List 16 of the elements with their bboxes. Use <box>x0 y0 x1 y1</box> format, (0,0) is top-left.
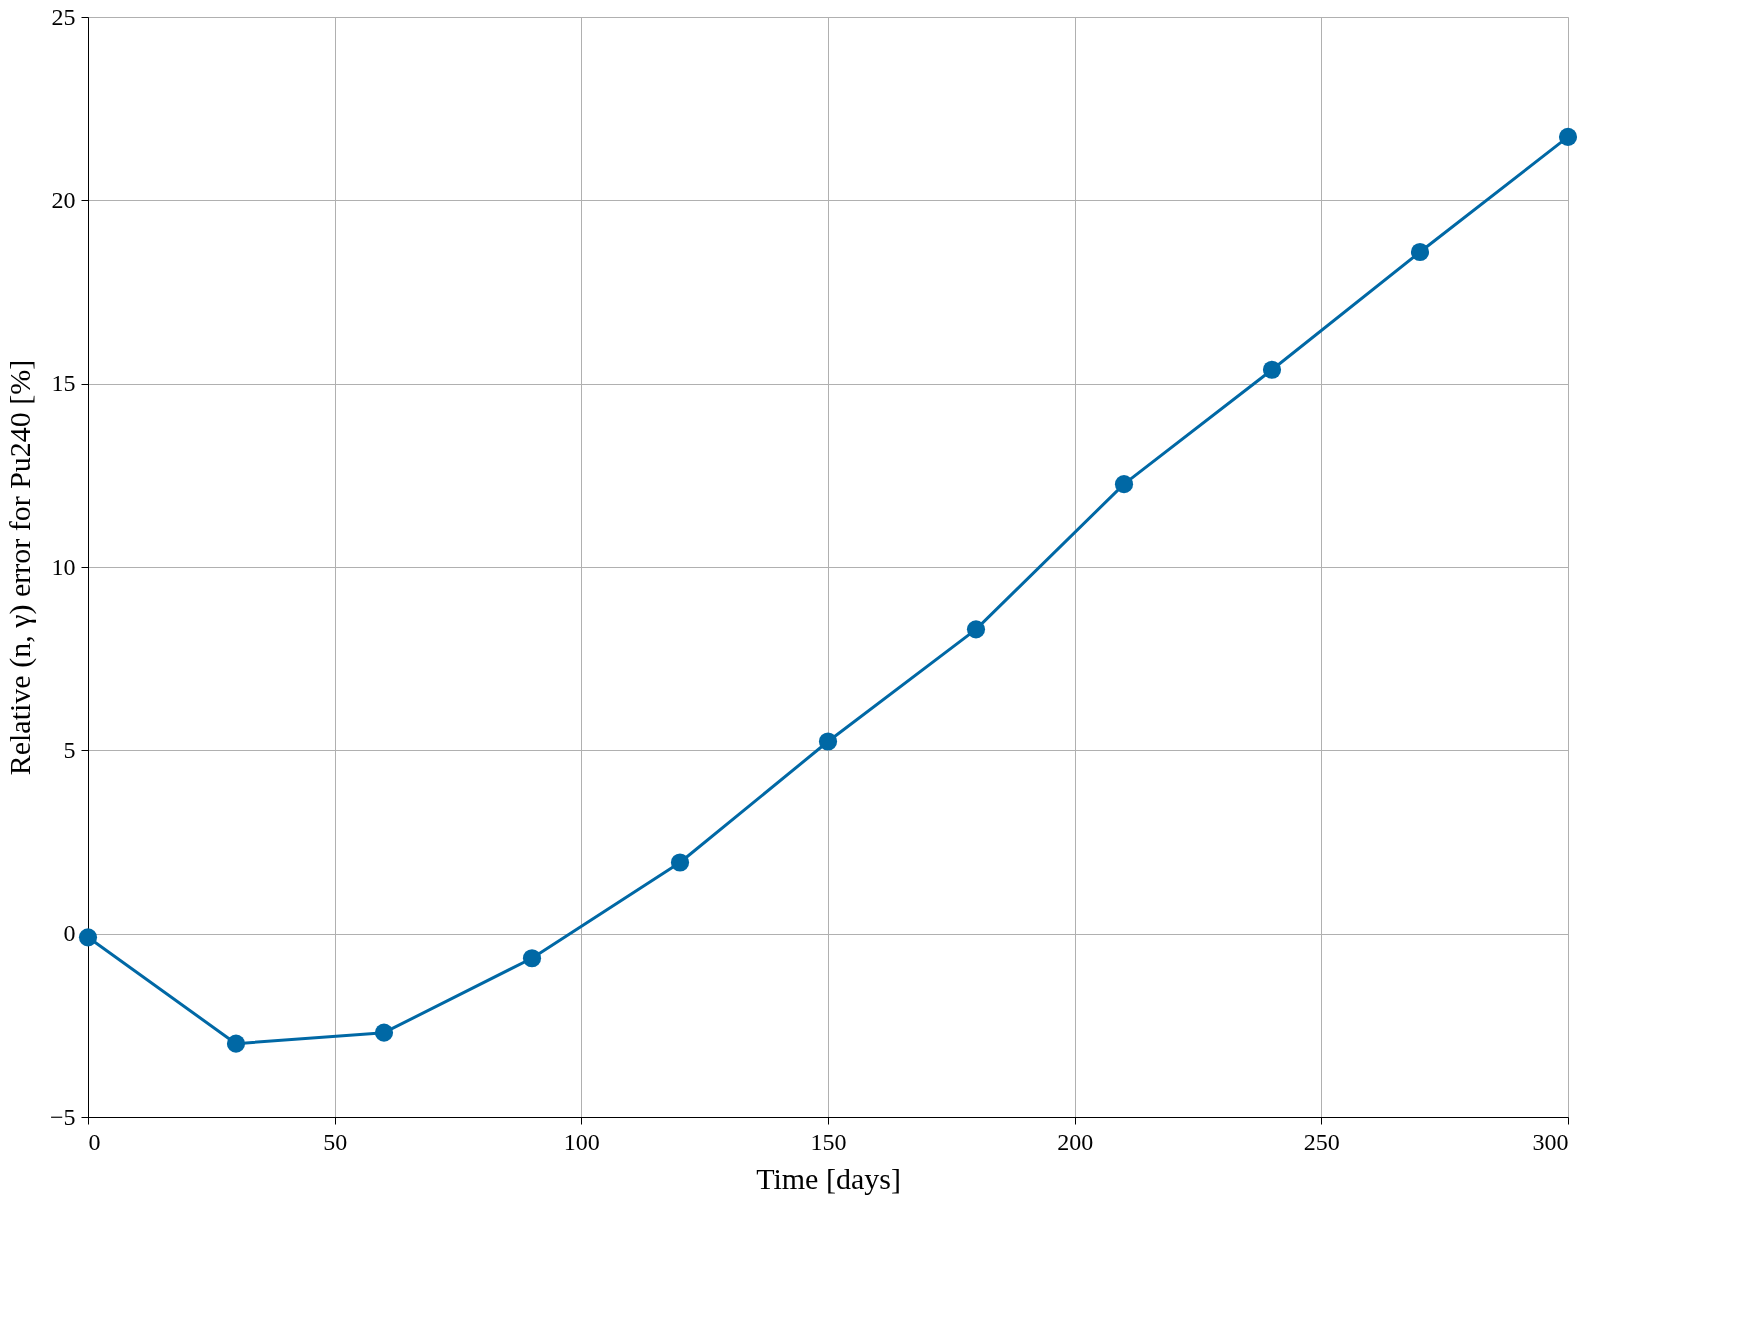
x-tick-label: 200 <box>1057 1128 1094 1155</box>
x-tick-label: 50 <box>323 1128 348 1155</box>
x-tick-label: 250 <box>1303 1128 1340 1155</box>
x-tick-label: 150 <box>810 1128 847 1155</box>
y-axis-title: Relative (n, γ) error for Pu240 [%] <box>2 359 37 776</box>
x-tick-label: 0 <box>88 1128 101 1155</box>
y-tick-label: −5 <box>49 1103 76 1130</box>
y-tick-label: 20 <box>51 186 76 213</box>
x-tick-label: 100 <box>563 1128 600 1155</box>
y-tick-label: 5 <box>63 736 76 763</box>
y-tick-label: 0 <box>63 920 76 947</box>
y-tick-label: 10 <box>51 553 76 580</box>
y-tick-label: 15 <box>51 370 76 397</box>
x-axis-title: Time [days] <box>756 1161 901 1195</box>
y-tick-label: 25 <box>51 3 76 30</box>
x-tick-label: 300 <box>1532 1128 1569 1155</box>
